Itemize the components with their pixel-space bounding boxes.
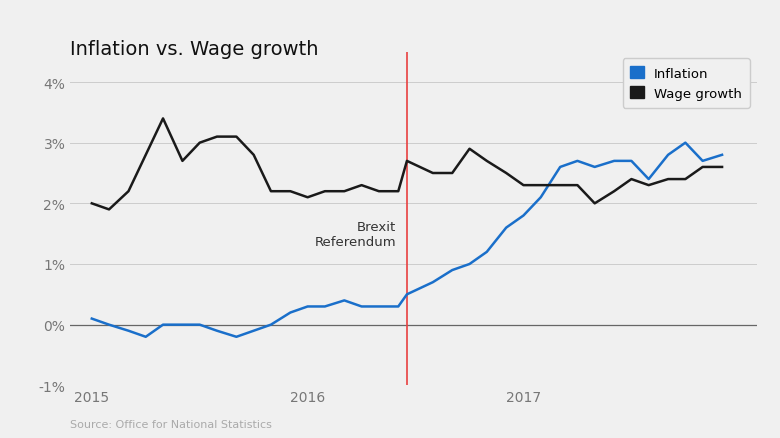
Wage growth xyxy=(374,189,384,194)
Wage growth xyxy=(555,183,565,188)
Text: Brexit
Referendum: Brexit Referendum xyxy=(314,220,396,248)
Inflation xyxy=(303,304,312,309)
Inflation xyxy=(285,310,295,315)
Inflation xyxy=(158,322,168,328)
Inflation xyxy=(502,226,511,231)
Inflation xyxy=(124,328,133,334)
Wage growth xyxy=(357,183,367,188)
Wage growth xyxy=(402,159,412,164)
Inflation xyxy=(357,304,367,309)
Inflation xyxy=(681,141,690,146)
Inflation xyxy=(141,334,151,339)
Wage growth xyxy=(664,177,673,182)
Wage growth xyxy=(681,177,690,182)
Inflation xyxy=(321,304,330,309)
Wage growth xyxy=(394,189,403,194)
Inflation xyxy=(374,304,384,309)
Wage growth xyxy=(321,189,330,194)
Inflation xyxy=(428,280,438,285)
Wage growth xyxy=(609,189,619,194)
Inflation xyxy=(519,213,528,219)
Wage growth xyxy=(502,171,511,176)
Text: Source: Office for National Statistics: Source: Office for National Statistics xyxy=(70,419,272,429)
Inflation xyxy=(644,177,654,182)
Inflation xyxy=(195,322,204,328)
Inflation xyxy=(402,292,412,297)
Inflation xyxy=(718,153,727,158)
Wage growth xyxy=(232,134,241,140)
Wage growth xyxy=(339,189,349,194)
Wage growth xyxy=(249,153,258,158)
Wage growth xyxy=(178,159,187,164)
Inflation xyxy=(448,268,457,273)
Wage growth xyxy=(626,177,636,182)
Wage growth xyxy=(158,117,168,122)
Inflation xyxy=(555,165,565,170)
Inflation xyxy=(249,328,258,334)
Wage growth xyxy=(573,183,582,188)
Inflation xyxy=(339,298,349,304)
Wage growth xyxy=(448,171,457,176)
Inflation xyxy=(465,262,474,267)
Wage growth xyxy=(303,195,312,201)
Wage growth xyxy=(698,165,707,170)
Legend: Inflation, Wage growth: Inflation, Wage growth xyxy=(622,59,750,108)
Line: Wage growth: Wage growth xyxy=(92,119,722,210)
Inflation xyxy=(212,328,222,334)
Inflation xyxy=(87,316,97,321)
Wage growth xyxy=(428,171,438,176)
Wage growth xyxy=(141,153,151,158)
Wage growth xyxy=(590,201,599,206)
Wage growth xyxy=(482,159,491,164)
Wage growth xyxy=(536,183,545,188)
Wage growth xyxy=(87,201,97,206)
Inflation xyxy=(590,165,599,170)
Line: Inflation: Inflation xyxy=(92,143,722,337)
Inflation xyxy=(609,159,619,164)
Inflation xyxy=(232,334,241,339)
Wage growth xyxy=(465,147,474,152)
Wage growth xyxy=(519,183,528,188)
Wage growth xyxy=(266,189,275,194)
Wage growth xyxy=(644,183,654,188)
Wage growth xyxy=(285,189,295,194)
Text: Inflation vs. Wage growth: Inflation vs. Wage growth xyxy=(70,39,319,58)
Inflation xyxy=(626,159,636,164)
Inflation xyxy=(105,322,114,328)
Inflation xyxy=(573,159,582,164)
Wage growth xyxy=(718,165,727,170)
Inflation xyxy=(178,322,187,328)
Inflation xyxy=(536,195,545,201)
Wage growth xyxy=(105,207,114,212)
Inflation xyxy=(482,250,491,255)
Inflation xyxy=(394,304,403,309)
Wage growth xyxy=(195,141,204,146)
Inflation xyxy=(698,159,707,164)
Wage growth xyxy=(212,134,222,140)
Inflation xyxy=(266,322,275,328)
Wage growth xyxy=(124,189,133,194)
Inflation xyxy=(664,153,673,158)
